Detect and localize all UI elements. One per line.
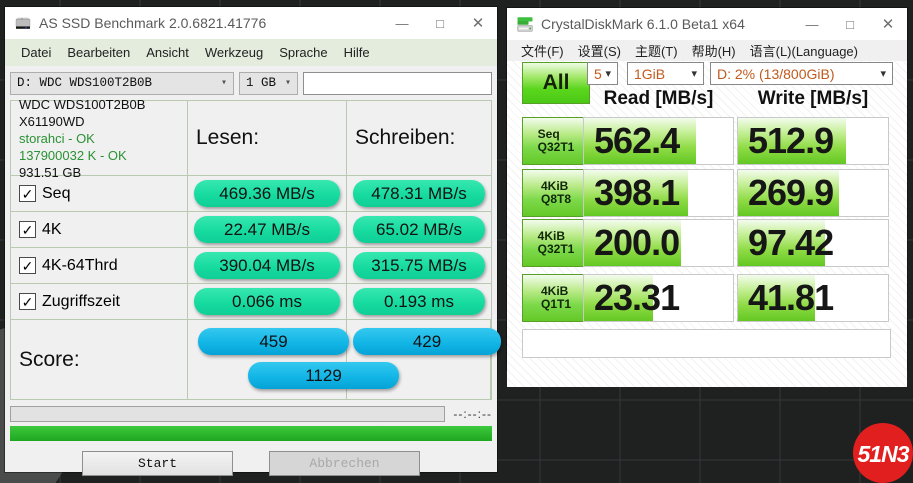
svg-text:51N3: 51N3 <box>858 441 910 467</box>
